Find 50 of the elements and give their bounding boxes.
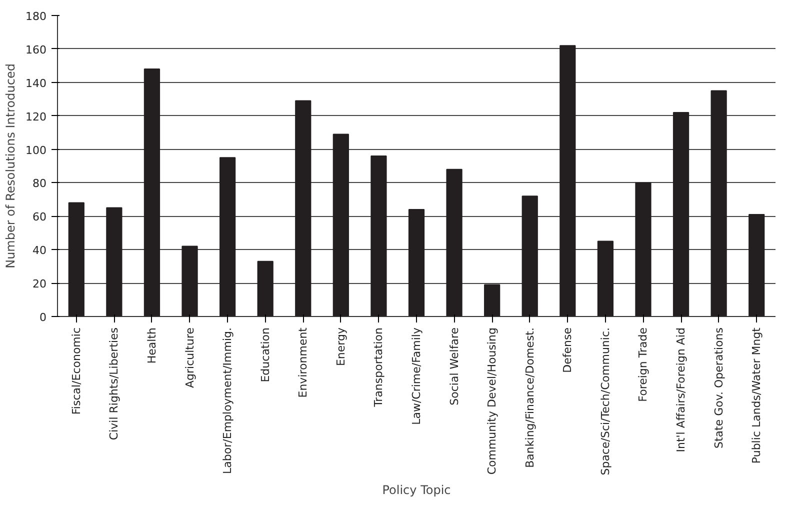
x-tick-label: Labor/Employment/Immig. — [221, 328, 234, 474]
x-tick-label: Energy — [334, 327, 348, 366]
x-tick-label: Agriculture — [183, 327, 196, 388]
x-tick-label: Social Welfare — [448, 327, 461, 406]
x-tick-label: Space/Sci/Tech/Communic. — [598, 328, 612, 476]
x-tick-label: Transportation — [372, 327, 386, 408]
x-tick-label: State Gov. Operations — [712, 327, 726, 448]
x-tick-label: Law/Crime/Family — [410, 327, 423, 425]
bar — [672, 112, 690, 316]
x-tick-label: Int'l Affairs/Foreign Aid — [674, 328, 688, 452]
x-tick-label: Fiscal/Economic — [70, 327, 83, 415]
x-tick-label: Public Lands/Water Mngt — [750, 326, 764, 464]
x-tick-label: Environment — [296, 326, 310, 398]
bar — [597, 240, 614, 316]
bar — [560, 45, 576, 316]
y-tick-label: 0 — [40, 311, 46, 324]
y-tick-label: 120 — [26, 110, 47, 124]
bar — [484, 284, 500, 316]
y-tick-label: 80 — [32, 177, 47, 190]
bar — [446, 168, 462, 316]
x-axis-title: Policy Topic — [382, 483, 451, 498]
bar — [68, 202, 84, 316]
bar — [748, 214, 765, 316]
x-tick-label: Foreign Trade — [636, 327, 650, 402]
bar — [370, 155, 387, 316]
x-tick-label: Banking/Finance/Domest. — [523, 328, 536, 468]
bar — [522, 196, 538, 316]
bar — [257, 260, 274, 316]
y-tick-label: 180 — [26, 10, 47, 23]
y-tick-label: 160 — [26, 43, 47, 56]
bar — [408, 208, 425, 316]
bar — [219, 157, 236, 316]
bar — [332, 134, 349, 316]
x-tick-label: Health — [145, 327, 158, 364]
x-tick-label: Education — [258, 327, 272, 382]
x-tick-label: Civil Rights/Liberties — [108, 327, 121, 440]
y-tick-label: 140 — [26, 76, 47, 90]
bar — [635, 182, 652, 316]
y-tick-label: 60 — [32, 210, 47, 224]
bar — [710, 90, 727, 316]
y-tick-label: 40 — [32, 244, 47, 258]
bar — [144, 68, 160, 316]
x-tick-label: Defense — [561, 327, 574, 373]
bar — [295, 100, 312, 316]
bar — [106, 207, 122, 316]
bar — [182, 246, 198, 316]
y-tick-label: 100 — [26, 144, 47, 157]
y-tick-label: 20 — [32, 278, 47, 291]
x-tick-label: Community Devel/Housing — [486, 327, 499, 475]
y-axis-title: Number of Resolutions Introduced — [4, 64, 18, 268]
